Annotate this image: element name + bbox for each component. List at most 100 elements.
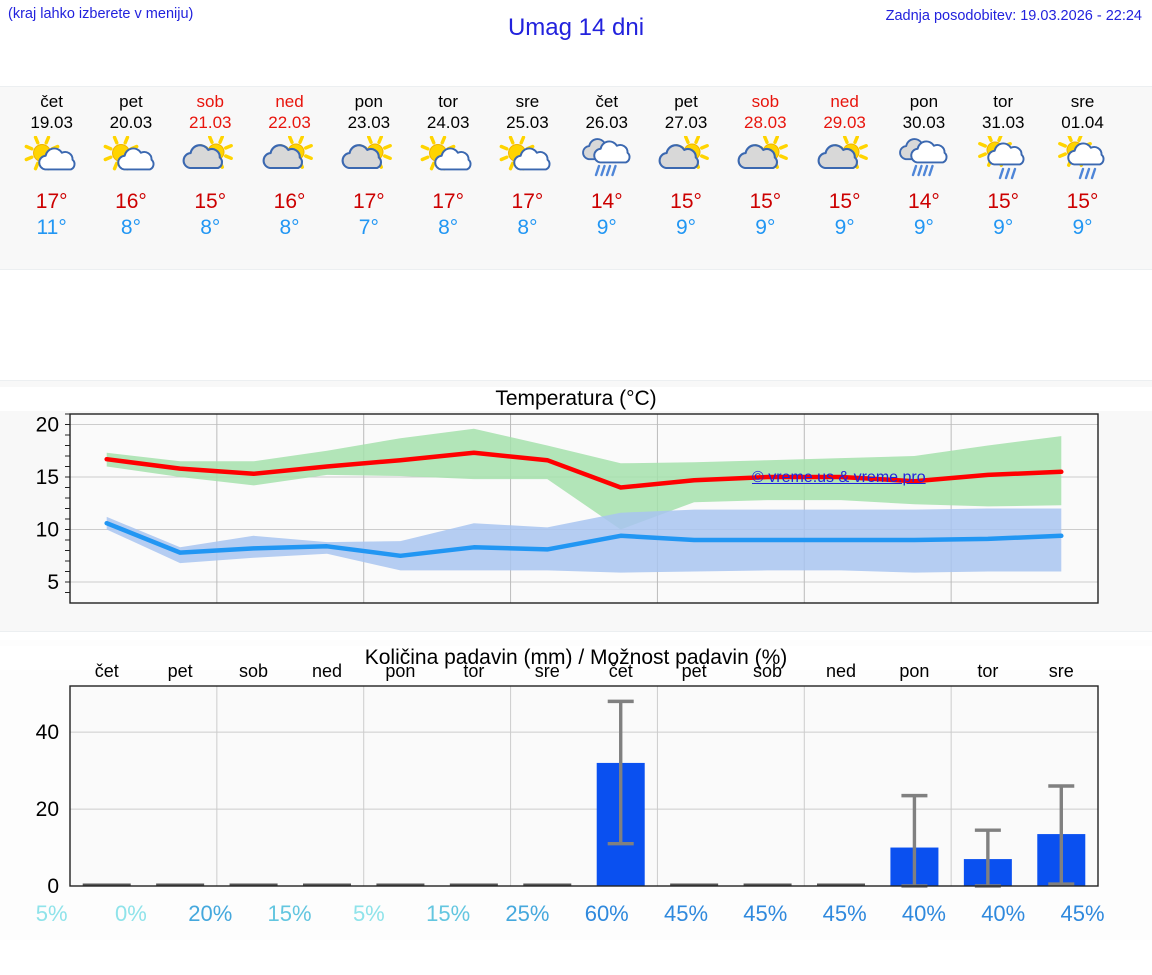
max-temperature: 15° bbox=[1066, 190, 1099, 213]
forecast-day[interactable]: sre 01.04 15° 9° bbox=[1043, 87, 1122, 269]
min-temperature: 8° bbox=[517, 216, 538, 239]
forecast-day[interactable]: pet 20.03 16° 8° bbox=[91, 87, 170, 269]
day-date-label: 28.03 bbox=[744, 113, 787, 132]
watermark-link[interactable]: © vreme.us & vreme.pro bbox=[752, 469, 926, 486]
forecast-day[interactable]: sob 28.03 15° 9° bbox=[726, 87, 805, 269]
weather-icon-wrap bbox=[733, 135, 797, 185]
temperature-chart-title: Temperatura (°C) bbox=[0, 387, 1152, 411]
cloud-sun-icon bbox=[182, 136, 234, 170]
min-temperature: 9° bbox=[755, 216, 776, 239]
max-temperature: 15° bbox=[749, 190, 782, 213]
cloud-sun-icon bbox=[817, 136, 868, 170]
precipitation-x-tick-label: pon bbox=[899, 661, 929, 681]
precipitation-probability: 45% bbox=[743, 901, 788, 926]
forecast-day[interactable]: sre 25.03 17° 8° bbox=[488, 87, 567, 269]
max-temperature: 15° bbox=[987, 190, 1020, 213]
day-of-week-label: pon bbox=[354, 92, 384, 111]
max-temperature: 15° bbox=[670, 190, 702, 213]
day-of-week-label: sre bbox=[515, 92, 540, 111]
temperature-y-tick-label: 15 bbox=[36, 466, 59, 489]
cloud-sun-icon bbox=[737, 136, 789, 170]
day-of-week-label: sob bbox=[196, 92, 224, 111]
forecast-day[interactable]: pet 27.03 15° 9° bbox=[646, 87, 725, 269]
weather-icon-wrap bbox=[337, 135, 401, 185]
temperature-plot: 5 10 15 20 bbox=[36, 413, 1099, 604]
day-date-label: 20.03 bbox=[109, 113, 153, 132]
last-updated: Zadnja posodobitev: 19.03.2026 - 22:24 bbox=[885, 8, 1142, 24]
forecast-day[interactable]: tor 31.03 15° 9° bbox=[964, 87, 1043, 269]
day-of-week-label: čet bbox=[40, 92, 63, 111]
precipitation-x-tick-label: pet bbox=[682, 661, 707, 681]
weather-icon-wrap bbox=[495, 135, 559, 185]
precipitation-bar bbox=[817, 883, 865, 886]
max-temperature: 17° bbox=[352, 190, 385, 213]
max-temperature: 16° bbox=[273, 190, 306, 213]
max-temperature: 17° bbox=[511, 190, 544, 213]
precipitation-y-tick-label: 20 bbox=[36, 798, 59, 821]
precipitation-probability-row: 5% 0% 20% 15% 5% 15% 25% 60% 45% 45% 45% 40% 40% 45% bbox=[0, 897, 1152, 937]
max-temperature: 17° bbox=[432, 190, 465, 213]
sun-cloud-icon bbox=[420, 136, 472, 171]
min-temperature: 7° bbox=[358, 216, 379, 239]
max-temperature: 17° bbox=[35, 190, 68, 213]
cloud-sun-icon bbox=[658, 136, 709, 170]
min-temperature: 9° bbox=[993, 216, 1014, 239]
menu-hint: (kraj lahko izberete v meniju) bbox=[8, 6, 194, 22]
temperature-chart: Temperatura (°C) 5 10 15 20 © vreme.us & vr… bbox=[0, 380, 1152, 632]
day-of-week-label: tor bbox=[438, 92, 459, 111]
weather-icon-wrap bbox=[1051, 135, 1115, 185]
forecast-day-list: čet 19.03 17° 11° pet 20.03 16° 8° sob 21.03 15° 8°… bbox=[0, 87, 1152, 269]
page-title: Umag 14 dni bbox=[507, 14, 645, 41]
precipitation-x-tick-label: sre bbox=[535, 661, 560, 681]
weather-icon-wrap bbox=[258, 135, 322, 185]
day-date-label: 31.03 bbox=[981, 113, 1025, 132]
precipitation-x-tick-label: sob bbox=[753, 661, 782, 681]
day-of-week-label: sob bbox=[751, 92, 780, 111]
precipitation-x-tick-label: pet bbox=[168, 661, 193, 681]
sun-cloud-icon bbox=[103, 136, 155, 171]
max-temperature: 16° bbox=[115, 190, 147, 213]
forecast-day[interactable]: tor 24.03 17° 8° bbox=[408, 87, 487, 269]
temperature-y-tick-label: 10 bbox=[36, 519, 59, 542]
precipitation-bar bbox=[229, 883, 278, 886]
weather-icon-wrap bbox=[20, 135, 84, 185]
cloud-rain-icon bbox=[899, 138, 948, 177]
precipitation-probability: 60% bbox=[584, 901, 629, 926]
precipitation-x-tick-label: ned bbox=[826, 661, 856, 681]
weather-icon-wrap bbox=[892, 135, 956, 185]
day-date-label: 25.03 bbox=[506, 113, 549, 132]
min-temperature: 8° bbox=[279, 216, 300, 239]
temperature-y-tick-label: 20 bbox=[36, 414, 59, 437]
precipitation-x-tick-label: sre bbox=[1049, 661, 1074, 681]
precipitation-error-bar bbox=[1048, 784, 1075, 886]
precipitation-y-tick-label: 0 bbox=[47, 875, 59, 898]
day-of-week-label: čet bbox=[595, 92, 619, 111]
precipitation-probability: 15% bbox=[267, 901, 312, 926]
forecast-day[interactable]: pon 23.03 17° 7° bbox=[329, 87, 408, 269]
day-of-week-label: sre bbox=[1070, 92, 1095, 111]
forecast-day[interactable]: pon 30.03 14° 9° bbox=[884, 87, 963, 269]
day-date-label: 22.03 bbox=[268, 113, 311, 132]
min-temperature: 9° bbox=[834, 216, 855, 239]
forecast-day[interactable]: ned 29.03 15° 9° bbox=[805, 87, 884, 269]
forecast-day[interactable]: ned 22.03 16° 8° bbox=[250, 87, 329, 269]
precipitation-chart: Količina padavin (mm) / Možnost padavin … bbox=[0, 640, 1152, 940]
precipitation-probability: 15% bbox=[426, 901, 471, 926]
min-temperature: 9° bbox=[1072, 216, 1093, 239]
forecast-day[interactable]: sob 21.03 15° 8° bbox=[171, 87, 250, 269]
precipitation-bar bbox=[449, 883, 498, 886]
precipitation-x-tick-label: pon bbox=[385, 661, 415, 681]
forecast-day[interactable]: čet 26.03 14° 9° bbox=[567, 87, 646, 269]
day-of-week-label: pet bbox=[674, 92, 698, 111]
precipitation-plot: čet pet sob ned pon tor sre čet pet sob ned pon tor s… bbox=[36, 661, 1099, 898]
min-temperature: 8° bbox=[120, 216, 141, 239]
day-of-week-label: ned bbox=[275, 92, 304, 111]
precipitation-bar bbox=[156, 883, 205, 886]
sun-cloud-rain-icon bbox=[1057, 136, 1104, 180]
precipitation-x-tick-label: sob bbox=[239, 661, 268, 681]
min-temperature: 9° bbox=[913, 216, 934, 239]
forecast-day[interactable]: čet 19.03 17° 11° bbox=[12, 87, 91, 269]
min-temperature: 8° bbox=[438, 216, 459, 239]
weather-icon-wrap bbox=[416, 135, 480, 185]
weather-icon-wrap bbox=[178, 135, 242, 185]
